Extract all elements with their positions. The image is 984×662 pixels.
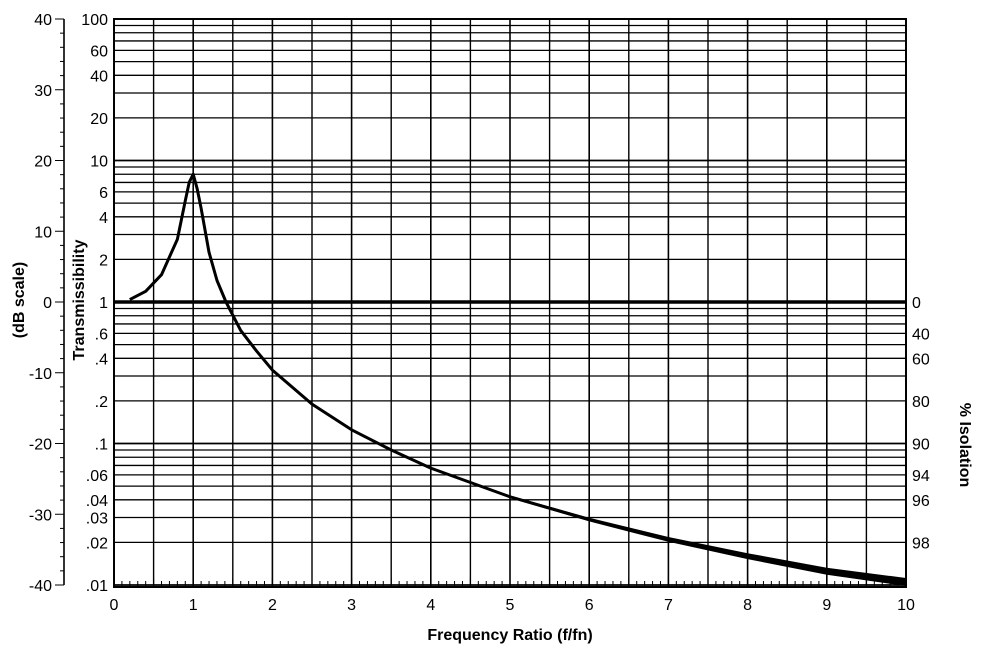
transmissibility-tick-label: 2 [99, 252, 108, 269]
db-tick-label: -20 [29, 437, 52, 454]
transmissibility-tick-label: .01 [86, 578, 108, 595]
db-tick-label: 10 [34, 224, 52, 241]
isolation-tick-label: 98 [912, 535, 930, 552]
transmissibility-tick-label: 40 [90, 68, 108, 85]
transmissibility-tick-label: .02 [86, 535, 108, 552]
db-tick-label: -30 [29, 507, 52, 524]
transmissibility-tick-label: 1 [99, 295, 108, 312]
transmissibility-tick-label: .03 [86, 510, 108, 527]
x-tick-label: 3 [347, 597, 356, 614]
transmissibility-tick-label: .06 [86, 468, 108, 485]
isolation-tick-label: 96 [912, 493, 930, 510]
isolation-tick-label: 40 [912, 326, 930, 343]
transmissibility-tick-label: 10 [90, 154, 108, 171]
x-tick-label: 9 [822, 597, 831, 614]
transmissibility-tick-label: .4 [95, 351, 108, 368]
transmissibility-curve-band [312, 404, 906, 586]
x-tick-label: 0 [110, 597, 119, 614]
transmissibility-tick-label: .04 [86, 493, 108, 510]
isolation-axis-title: % Isolation [956, 403, 973, 487]
axes [55, 18, 907, 588]
db-tick-label: -10 [29, 366, 52, 383]
isolation-tick-label: 60 [912, 351, 930, 368]
x-tick-label: 5 [506, 597, 515, 614]
isolation-tick-label: 0 [912, 295, 921, 312]
x-tick-label: 1 [189, 597, 198, 614]
transmissibility-tick-label: 60 [90, 43, 108, 60]
x-tick-label: 10 [897, 597, 915, 614]
isolation-tick-label: 80 [912, 394, 930, 411]
transmissibility-tick-label: 20 [90, 111, 108, 128]
transmissibility-tick-label: 4 [99, 210, 108, 227]
db-tick-label: 0 [43, 295, 52, 312]
x-tick-label: 7 [664, 597, 673, 614]
curve-group [129, 172, 907, 586]
x-tick-label: 2 [268, 597, 277, 614]
x-axis-title: Frequency Ratio (f/fn) [427, 627, 592, 644]
isolation-tick-label: 90 [912, 437, 930, 454]
x-tick-label: 8 [743, 597, 752, 614]
db-tick-label: 20 [34, 154, 52, 171]
transmissibility-tick-label: .6 [95, 326, 108, 343]
db-tick-label: -40 [29, 578, 52, 595]
transmissibility-tick-label: .1 [95, 437, 108, 454]
x-tick-label: 6 [585, 597, 594, 614]
db-tick-label: 30 [34, 83, 52, 100]
transmissibility-tick-label: 6 [99, 185, 108, 202]
tick-labels: 0 1 2 3 4 5 6 7 8 9 10403020100-10-20-30-401006040… [29, 12, 930, 614]
transmissibility-axis-title: Transmissibility [71, 239, 88, 360]
transmissibility-tick-label: .2 [95, 394, 108, 411]
isolation-tick-label: 94 [912, 468, 930, 485]
db-axis-title: (dB scale) [11, 262, 28, 338]
x-tick-label: 4 [426, 597, 435, 614]
transmissibility-tick-label: 100 [81, 12, 108, 29]
transmissibility-curve [129, 172, 907, 584]
db-tick-label: 40 [34, 12, 52, 29]
